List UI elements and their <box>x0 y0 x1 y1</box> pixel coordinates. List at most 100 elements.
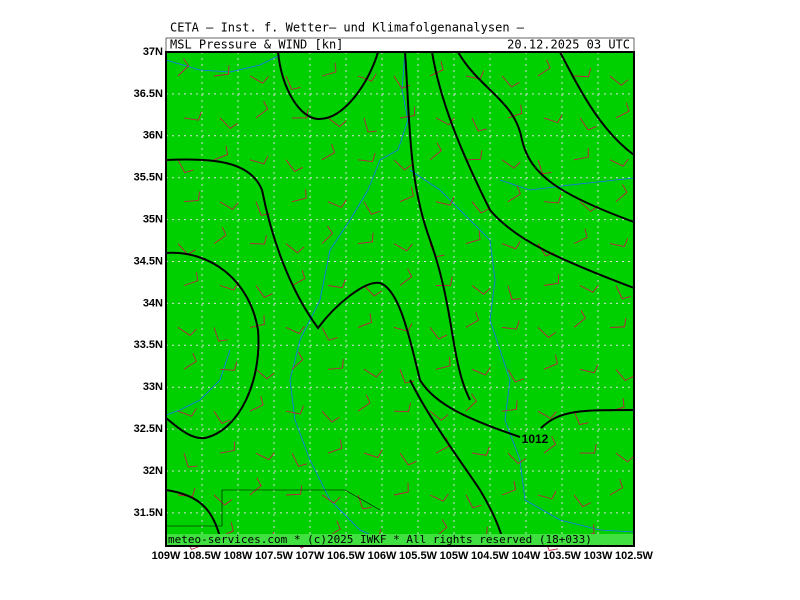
wind-barb <box>507 369 524 383</box>
wind-barb <box>573 148 589 161</box>
wind-barb <box>543 194 562 204</box>
wind-barb <box>465 230 481 245</box>
wind-barb <box>177 327 197 337</box>
wind-barb <box>573 228 588 245</box>
isobar-label: 1012 <box>522 432 549 446</box>
wind-barb <box>363 449 383 459</box>
wind-barb <box>255 285 273 298</box>
river <box>165 349 231 416</box>
wind-barb <box>609 238 629 248</box>
wind-barb <box>183 271 199 286</box>
wind-barb <box>327 117 347 128</box>
map-area <box>166 52 634 546</box>
isobar <box>431 51 635 289</box>
lon-label: 108.5W <box>183 550 222 562</box>
wind-barb <box>537 59 551 77</box>
wind-barb <box>399 187 414 203</box>
wind-barb <box>321 327 338 341</box>
wind-barb <box>615 452 635 463</box>
wind-barb <box>579 285 599 293</box>
wind-barb <box>291 452 308 467</box>
wind-barb <box>249 75 269 84</box>
wind-barb <box>543 274 560 286</box>
wind-barb <box>249 155 269 165</box>
wind-barb <box>363 285 382 297</box>
wind-barb <box>285 326 305 335</box>
wind-barb <box>219 201 239 210</box>
lat-label: 35N <box>143 214 163 226</box>
wind-barb <box>501 75 520 88</box>
wind-barb <box>183 352 197 370</box>
wind-barb <box>501 480 517 496</box>
lon-label: 103.5W <box>543 550 582 562</box>
wind-barb <box>537 490 557 500</box>
wind-barb <box>213 145 229 161</box>
footer-band <box>166 534 634 546</box>
wind-barb <box>177 159 194 174</box>
wind-barb <box>501 159 521 169</box>
lon-label: 104W <box>512 550 541 562</box>
wind-barb <box>465 393 478 412</box>
wind-barb <box>327 439 343 454</box>
wind-barb <box>357 152 376 163</box>
wind-barb <box>573 411 589 426</box>
wind-barb <box>219 361 238 371</box>
wind-barb <box>507 285 521 300</box>
wind-barb <box>435 117 455 126</box>
wind-barb <box>213 410 231 424</box>
axis-labels: 109W 108.5W 108W 107.5W 107W 106.5W 106W 105.5W… <box>134 46 654 562</box>
wind-barb <box>471 367 491 376</box>
wind-barb <box>357 494 372 510</box>
wind-barb <box>507 452 526 465</box>
wind-barb <box>429 61 444 77</box>
wind-barb <box>435 276 453 286</box>
wind-barb <box>435 519 448 538</box>
wind-barb <box>213 327 228 342</box>
lat-label: 32.5N <box>134 423 163 435</box>
wind-barb <box>399 106 416 119</box>
wind-barb <box>291 189 307 203</box>
lat-label: 34.5N <box>134 255 163 267</box>
wind-barb <box>609 479 624 496</box>
wind-barb <box>399 452 417 466</box>
wind-barb <box>465 150 483 161</box>
wind-barb <box>177 408 197 417</box>
wind-barb <box>573 494 591 508</box>
lat-label: 35.5N <box>134 172 163 184</box>
wind-barb <box>249 396 264 412</box>
wind-barb <box>249 235 267 245</box>
wind-barb <box>429 327 447 340</box>
wind-barb <box>435 196 455 206</box>
isobar <box>165 158 521 438</box>
wind-barb <box>507 185 521 203</box>
wind-barb <box>255 100 269 119</box>
lon-label: 109W <box>152 550 181 562</box>
wind-barb <box>393 243 413 252</box>
river <box>409 169 635 533</box>
wind-barb <box>393 159 413 171</box>
wind-barb <box>615 369 634 382</box>
isobar <box>409 379 506 547</box>
wind-barb <box>357 73 377 82</box>
lat-label: 34N <box>143 297 163 309</box>
wind-barb <box>363 117 377 133</box>
wind-barb <box>465 494 482 509</box>
lon-label: 107.5W <box>255 550 294 562</box>
wind-barb <box>177 58 190 77</box>
lon-label: 102.5W <box>615 550 654 562</box>
lon-label: 107W <box>296 550 325 562</box>
wind-barb <box>399 268 413 286</box>
wind-barb <box>249 477 262 496</box>
wind-barb <box>573 310 586 328</box>
wind-barb <box>285 159 303 172</box>
wind-barb <box>321 63 337 77</box>
wind-barb <box>573 67 592 78</box>
wind-barb <box>501 320 520 330</box>
lat-label: 36.5N <box>134 88 163 100</box>
wind-barb <box>609 317 627 328</box>
river <box>289 51 409 547</box>
wind-barb <box>537 327 557 339</box>
lon-label: 103W <box>584 550 613 562</box>
wind-barb <box>609 75 629 86</box>
